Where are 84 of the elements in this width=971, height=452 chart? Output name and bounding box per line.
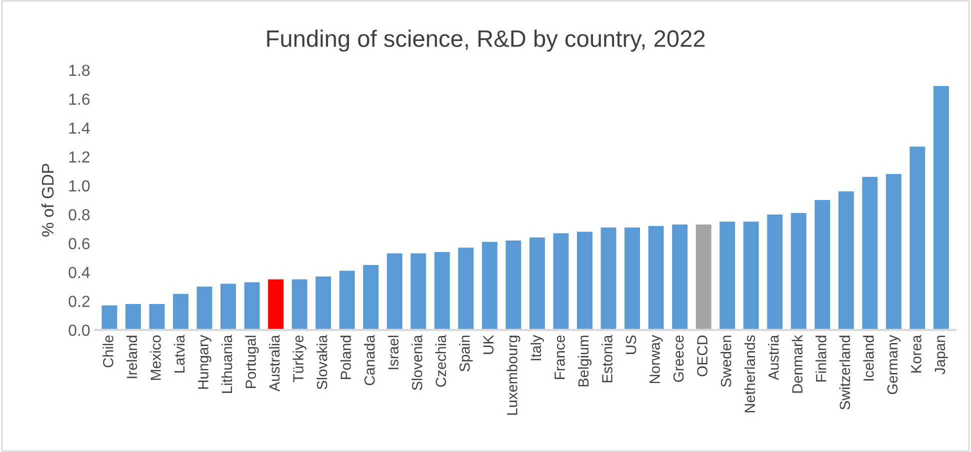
bar [410, 253, 426, 330]
bar [149, 304, 165, 330]
x-tick-label: Canada [364, 334, 375, 386]
x-tick-label: Mexico [150, 335, 161, 380]
x-tick-label: Türkiye [292, 335, 306, 382]
y-tick-label: 1.0 [69, 180, 90, 192]
x-tick-label: US [626, 335, 636, 354]
bar [886, 174, 902, 330]
y-tick-label: 0.6 [68, 238, 90, 250]
bar [814, 200, 830, 330]
bar [790, 213, 806, 330]
y-tick-label: 0.0 [68, 324, 90, 336]
bar [529, 238, 545, 330]
bar [933, 86, 949, 330]
x-tick-label: Chile [102, 335, 114, 368]
x-tick-label: Poland [340, 336, 351, 380]
x-tick-label: France [554, 335, 565, 380]
bar [862, 176, 878, 330]
x-tick-label: Netherlands [744, 335, 755, 412]
bar [172, 294, 188, 330]
bar [672, 224, 688, 330]
bar [268, 279, 284, 330]
x-tick-label: Lithuania [221, 334, 232, 393]
y-tick-label: 0.4 [68, 266, 90, 278]
bar [838, 191, 854, 330]
x-tick-label: Slovakia [316, 334, 328, 390]
bar [624, 227, 640, 330]
x-tick-label: Estonia [602, 334, 612, 382]
bar [386, 253, 402, 330]
bar [506, 240, 522, 330]
bar [244, 282, 260, 330]
bar [458, 248, 474, 330]
x-tick-label: Iceland [863, 336, 874, 380]
x-tick-label: Czechia [435, 334, 446, 387]
y-axis-title: % of GDP [41, 164, 54, 236]
bar [577, 232, 592, 330]
x-tick-label: Korea [911, 334, 922, 373]
chart-title: Funding of science, R&D by country, 2022 [267, 30, 705, 52]
bar [125, 304, 141, 330]
x-tick-label: Israel [388, 336, 399, 370]
y-tick-label: 0.2 [68, 296, 90, 308]
bar [720, 222, 736, 330]
x-tick-label: Finland [816, 336, 826, 382]
x-tick-label: Hungary [198, 334, 212, 389]
bar [743, 222, 759, 330]
bar [196, 286, 212, 330]
x-tick-label: Latvia [174, 334, 185, 373]
x-tick-label: Portugal [245, 336, 259, 388]
bar [553, 233, 569, 330]
bar [696, 224, 712, 330]
bar [220, 284, 236, 330]
x-tick-label: Luxembourg [506, 336, 520, 415]
x-tick-label: Norway [650, 334, 663, 384]
bar [316, 276, 332, 330]
y-tick-label: 1.8 [69, 64, 90, 76]
x-tick-label: Denmark [792, 334, 803, 393]
y-tick-label: 1.2 [69, 151, 90, 162]
x-tick-label: Germany [887, 334, 900, 394]
x-tick-label: UK [483, 334, 494, 354]
bar [482, 242, 498, 330]
bar [767, 214, 783, 330]
x-tick-label: OECD [697, 336, 708, 376]
y-tick-label: 0.8 [68, 209, 90, 220]
bar [910, 146, 926, 330]
x-tick-label: Belgium [578, 336, 592, 386]
x-tick-label: Japan [934, 336, 948, 374]
bar [292, 279, 308, 330]
bar [600, 227, 616, 330]
bar [363, 264, 379, 330]
bar [648, 226, 664, 330]
bar [434, 252, 450, 330]
x-tick-label: Ireland [126, 336, 138, 378]
x-tick-label: Austria [768, 334, 779, 380]
x-tick-label: Switzerland [839, 336, 850, 410]
x-tick-label: Greece [673, 335, 684, 382]
x-tick-label: Sweden [720, 336, 732, 387]
x-tick-label: Italy [530, 334, 544, 360]
bar [102, 305, 118, 330]
x-tick-label: Australia [268, 334, 280, 392]
x-tick-label: Spain [459, 336, 473, 372]
y-tick-label: 1.6 [69, 94, 90, 105]
bar [339, 270, 355, 330]
x-tick-label: Slovenia [412, 334, 422, 390]
y-tick-label: 1.4 [69, 122, 90, 134]
